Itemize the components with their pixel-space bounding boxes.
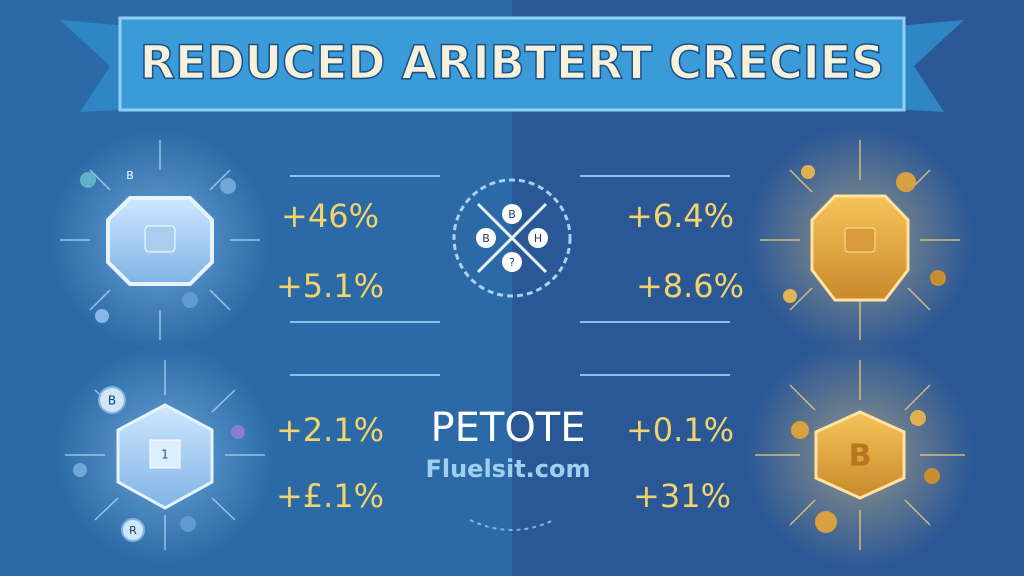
diagram-label: H	[534, 232, 542, 245]
decoration	[469, 519, 555, 531]
icon-label: B	[849, 439, 872, 474]
percent: +31%	[633, 477, 731, 515]
icon-label: B	[126, 169, 134, 182]
percent: +6.4%	[626, 197, 734, 235]
icon-label: 1	[161, 448, 169, 462]
icon-gold-hexagon: B	[745, 340, 975, 570]
diagram-label: B	[508, 208, 516, 221]
divider-lines	[290, 175, 730, 376]
icon-label: B	[108, 394, 116, 408]
percent: +2.1%	[276, 411, 384, 449]
icon-blue-octagon: B	[50, 130, 270, 350]
icon-label: R	[129, 524, 137, 537]
icon-blue-hexagon: 1 B R	[55, 345, 275, 565]
url: Fluelsit.com	[425, 455, 590, 483]
percent: +£.1%	[276, 477, 384, 515]
banner: REDUCED ARIBTERT CRECIES	[60, 16, 964, 112]
percent: +46%	[281, 197, 379, 235]
percent: +5.1%	[276, 267, 384, 305]
brand: PETOTE	[430, 405, 585, 451]
title: REDUCED ARIBTERT CRECIES	[140, 36, 885, 90]
center-diagram: B B H ?	[452, 178, 572, 298]
diagram-label: ?	[509, 256, 515, 269]
percent: +8.6%	[636, 267, 744, 305]
diagram-label: B	[482, 232, 490, 245]
percent: +0.1%	[626, 411, 734, 449]
icon-gold-octagon	[745, 125, 975, 355]
